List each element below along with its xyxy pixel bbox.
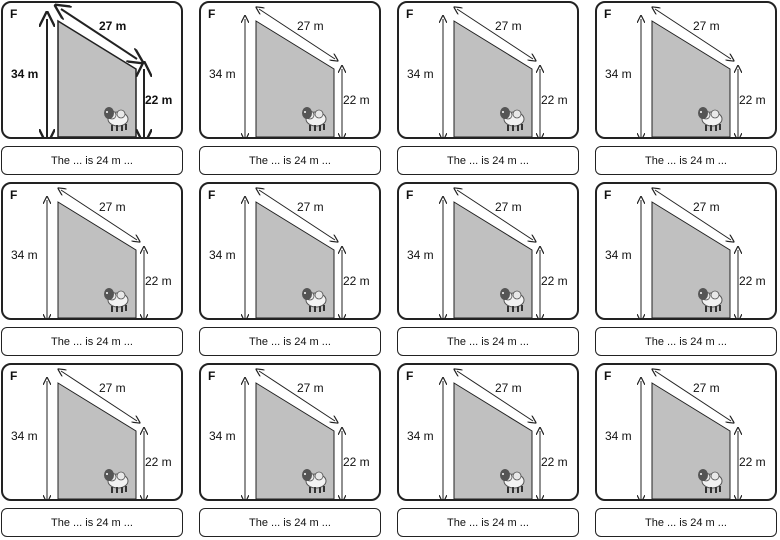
caption-text: The ... is 24 m ...: [447, 154, 529, 167]
top-length-label: 27 m: [693, 381, 720, 395]
card-letter: F: [406, 188, 414, 202]
right-length-label: 22 m: [145, 455, 172, 469]
caption-text: The ... is 24 m ...: [645, 335, 727, 348]
left-length-label: 34 m: [11, 248, 38, 262]
right-length-label: 22 m: [541, 455, 568, 469]
shape-card: F 27 m 34 m 22 m: [397, 1, 579, 139]
left-length-label: 34 m: [605, 67, 632, 81]
caption-text: The ... is 24 m ...: [645, 154, 727, 167]
left-length-label: 34 m: [605, 248, 632, 262]
left-length-label: 34 m: [11, 67, 39, 81]
card-letter: F: [208, 369, 216, 383]
shape-card: F 27 m 34 m 22 m: [595, 182, 777, 320]
caption-box: The ... is 24 m ...: [595, 508, 777, 537]
caption-box: The ... is 24 m ...: [595, 146, 777, 175]
caption-text: The ... is 24 m ...: [249, 516, 331, 529]
top-length-label: 27 m: [693, 19, 720, 33]
caption-box: The ... is 24 m ...: [199, 146, 381, 175]
caption-text: The ... is 24 m ...: [645, 516, 727, 529]
right-length-label: 22 m: [343, 274, 370, 288]
left-length-label: 34 m: [209, 429, 236, 443]
sheep-icon: [101, 280, 131, 314]
caption-box: The ... is 24 m ...: [199, 508, 381, 537]
caption-text: The ... is 24 m ...: [447, 516, 529, 529]
top-length-label: 27 m: [693, 200, 720, 214]
card-letter: F: [10, 7, 18, 21]
right-length-label: 22 m: [541, 274, 568, 288]
top-length-label: 27 m: [495, 200, 522, 214]
shape-card: F 27 m 34 m 22 m: [397, 363, 579, 501]
top-length-label: 27 m: [297, 200, 324, 214]
sheep-icon: [101, 461, 131, 495]
right-length-label: 22 m: [145, 274, 172, 288]
caption-box: The ... is 24 m ...: [1, 508, 183, 537]
right-length-label: 22 m: [343, 455, 370, 469]
sheep-icon: [299, 461, 329, 495]
shape-card: F 27 m 34 m 22 m: [1, 1, 183, 139]
card-letter: F: [604, 369, 612, 383]
right-length-label: 22 m: [739, 93, 766, 107]
caption-box: The ... is 24 m ...: [1, 327, 183, 356]
sheep-icon: [299, 280, 329, 314]
caption-text: The ... is 24 m ...: [249, 335, 331, 348]
sheep-icon: [695, 99, 725, 133]
caption-text: The ... is 24 m ...: [51, 516, 133, 529]
sheep-icon: [695, 461, 725, 495]
sheep-icon: [299, 99, 329, 133]
left-length-label: 34 m: [209, 248, 236, 262]
shape-card: F 27 m 34 m 22 m: [595, 363, 777, 501]
top-length-label: 27 m: [99, 381, 126, 395]
right-length-label: 22 m: [739, 455, 766, 469]
caption-text: The ... is 24 m ...: [51, 154, 133, 167]
top-length-label: 27 m: [495, 381, 522, 395]
card-letter: F: [10, 188, 18, 202]
sheep-icon: [497, 280, 527, 314]
top-length-label: 27 m: [297, 381, 324, 395]
shape-card: F 27 m 34 m 22 m: [595, 1, 777, 139]
right-length-label: 22 m: [343, 93, 370, 107]
right-length-label: 22 m: [145, 93, 173, 107]
card-letter: F: [10, 369, 18, 383]
left-length-label: 34 m: [11, 429, 38, 443]
shape-card: F 27 m 34 m 22 m: [199, 363, 381, 501]
caption-text: The ... is 24 m ...: [51, 335, 133, 348]
card-letter: F: [604, 7, 612, 21]
right-length-label: 22 m: [739, 274, 766, 288]
sheep-icon: [101, 99, 131, 133]
left-length-label: 34 m: [407, 248, 434, 262]
caption-box: The ... is 24 m ...: [397, 327, 579, 356]
top-length-label: 27 m: [495, 19, 522, 33]
card-letter: F: [406, 369, 414, 383]
caption-text: The ... is 24 m ...: [249, 154, 331, 167]
top-length-label: 27 m: [99, 19, 127, 33]
shape-card: F 27 m 34 m 22 m: [397, 182, 579, 320]
left-length-label: 34 m: [407, 429, 434, 443]
caption-box: The ... is 24 m ...: [1, 146, 183, 175]
left-length-label: 34 m: [407, 67, 434, 81]
shape-card: F 27 m 34 m 22 m: [1, 363, 183, 501]
caption-box: The ... is 24 m ...: [397, 146, 579, 175]
shape-card: F 27 m 34 m 22 m: [1, 182, 183, 320]
right-length-label: 22 m: [541, 93, 568, 107]
sheep-icon: [497, 99, 527, 133]
card-letter: F: [604, 188, 612, 202]
left-length-label: 34 m: [605, 429, 632, 443]
shape-card: F 27 m 34 m 22 m: [199, 1, 381, 139]
top-length-label: 27 m: [99, 200, 126, 214]
card-letter: F: [208, 188, 216, 202]
caption-text: The ... is 24 m ...: [447, 335, 529, 348]
sheep-icon: [497, 461, 527, 495]
sheep-icon: [695, 280, 725, 314]
caption-box: The ... is 24 m ...: [199, 327, 381, 356]
caption-box: The ... is 24 m ...: [595, 327, 777, 356]
card-letter: F: [406, 7, 414, 21]
left-length-label: 34 m: [209, 67, 236, 81]
shape-card: F 27 m 34 m 22 m: [199, 182, 381, 320]
caption-box: The ... is 24 m ...: [397, 508, 579, 537]
top-length-label: 27 m: [297, 19, 324, 33]
card-letter: F: [208, 7, 216, 21]
